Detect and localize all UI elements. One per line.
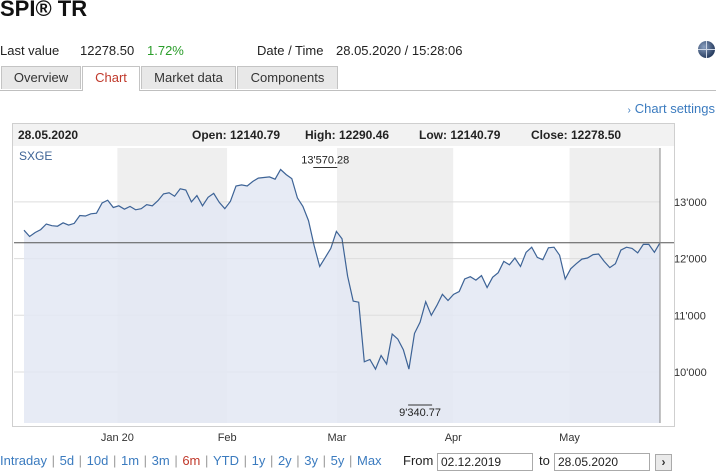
chevron-right-icon: › (627, 105, 631, 116)
range-intraday[interactable]: Intraday (0, 453, 47, 468)
globe-icon[interactable] (698, 41, 715, 58)
range-3m[interactable]: 3m (151, 453, 170, 468)
to-date-input[interactable] (554, 453, 650, 471)
range-1y[interactable]: 1y (251, 453, 266, 468)
page-title: SPI® TR (0, 0, 88, 21)
range-ytd[interactable]: YTD (213, 453, 239, 468)
chevron-right-icon: › (661, 455, 666, 469)
range-separator: | (240, 453, 251, 468)
range-separator: | (292, 453, 304, 468)
price-chart[interactable]: 10'000 11'000 12'000 13'000 Jan 20 Feb Mar Apr… (0, 0, 716, 452)
from-label: From (403, 453, 434, 468)
max-annotation: 13'570.28 (301, 155, 349, 167)
range-10d[interactable]: 10d (86, 453, 109, 468)
info-date: 28.05.2020 (18, 128, 79, 142)
range-separator: | (75, 453, 86, 468)
info-low: Low: 12140.79 (419, 128, 501, 142)
price-line (23, 168, 661, 371)
range-selector: Intraday | 5d | 10d | 1m | 3m | 6m | YTD… (0, 453, 382, 468)
range-5y[interactable]: 5y (330, 453, 345, 468)
range-1m[interactable]: 1m (120, 453, 140, 468)
range-3y[interactable]: 3y (304, 453, 319, 468)
info-high: High: 12290.46 (305, 128, 390, 142)
x-tick-label: Feb (218, 432, 237, 444)
x-tick-label: Mar (328, 432, 347, 444)
x-tick-label: May (559, 432, 580, 444)
tab-chart[interactable]: Chart (82, 66, 140, 91)
last-value: 12278.50 (80, 43, 135, 58)
y-tick-label: 12'000 (674, 254, 707, 266)
price-area (24, 169, 660, 423)
change-percent: 1.72% (147, 43, 184, 58)
range-5d[interactable]: 5d (59, 453, 75, 468)
range-2y[interactable]: 2y (277, 453, 292, 468)
chart-settings-label: Chart settings (634, 101, 715, 116)
x-tick-label: Apr (445, 432, 462, 444)
info-open: Open: 12140.79 (192, 128, 281, 142)
apply-range-button[interactable]: › (655, 454, 672, 471)
series-name: SXGE (19, 149, 52, 163)
tab-overview[interactable]: Overview (1, 66, 81, 89)
min-annotation: 9'340.77 (399, 407, 441, 419)
chart-settings-link[interactable]: › Chart settings (627, 101, 715, 116)
chart-info-bar: 28.05.2020 Open: 12140.79 High: 12290.46… (13, 124, 674, 146)
chart-frame (12, 123, 675, 427)
from-date-input[interactable] (437, 453, 533, 471)
datetime-value: 28.05.2020 / 15:28:06 (336, 43, 463, 58)
x-tick-label: Jan 20 (101, 432, 134, 444)
quote-summary: Last value 12278.50 1.72% Date / Time 28… (0, 43, 716, 61)
last-value-label: Last value (0, 43, 60, 58)
y-tick-label: 10'000 (674, 367, 707, 379)
range-separator: | (201, 453, 212, 468)
range-separator: | (319, 453, 330, 468)
datetime-label: Date / Time (257, 43, 324, 58)
range-6m[interactable]: 6m (182, 453, 201, 468)
range-separator: | (345, 453, 356, 468)
to-label: to (539, 453, 550, 468)
range-separator: | (170, 453, 182, 468)
y-tick-label: 13'000 (674, 197, 707, 209)
range-max[interactable]: Max (356, 453, 382, 468)
range-separator: | (109, 453, 120, 468)
info-close: Close: 12278.50 (531, 128, 622, 142)
tab-bar: Overview Chart Market data Components (0, 66, 716, 91)
range-separator: | (266, 453, 277, 468)
tab-components[interactable]: Components (237, 66, 338, 89)
range-separator: | (140, 453, 151, 468)
range-separator: | (47, 453, 59, 468)
y-tick-label: 11'000 (674, 310, 706, 322)
tab-market-data[interactable]: Market data (141, 66, 236, 89)
